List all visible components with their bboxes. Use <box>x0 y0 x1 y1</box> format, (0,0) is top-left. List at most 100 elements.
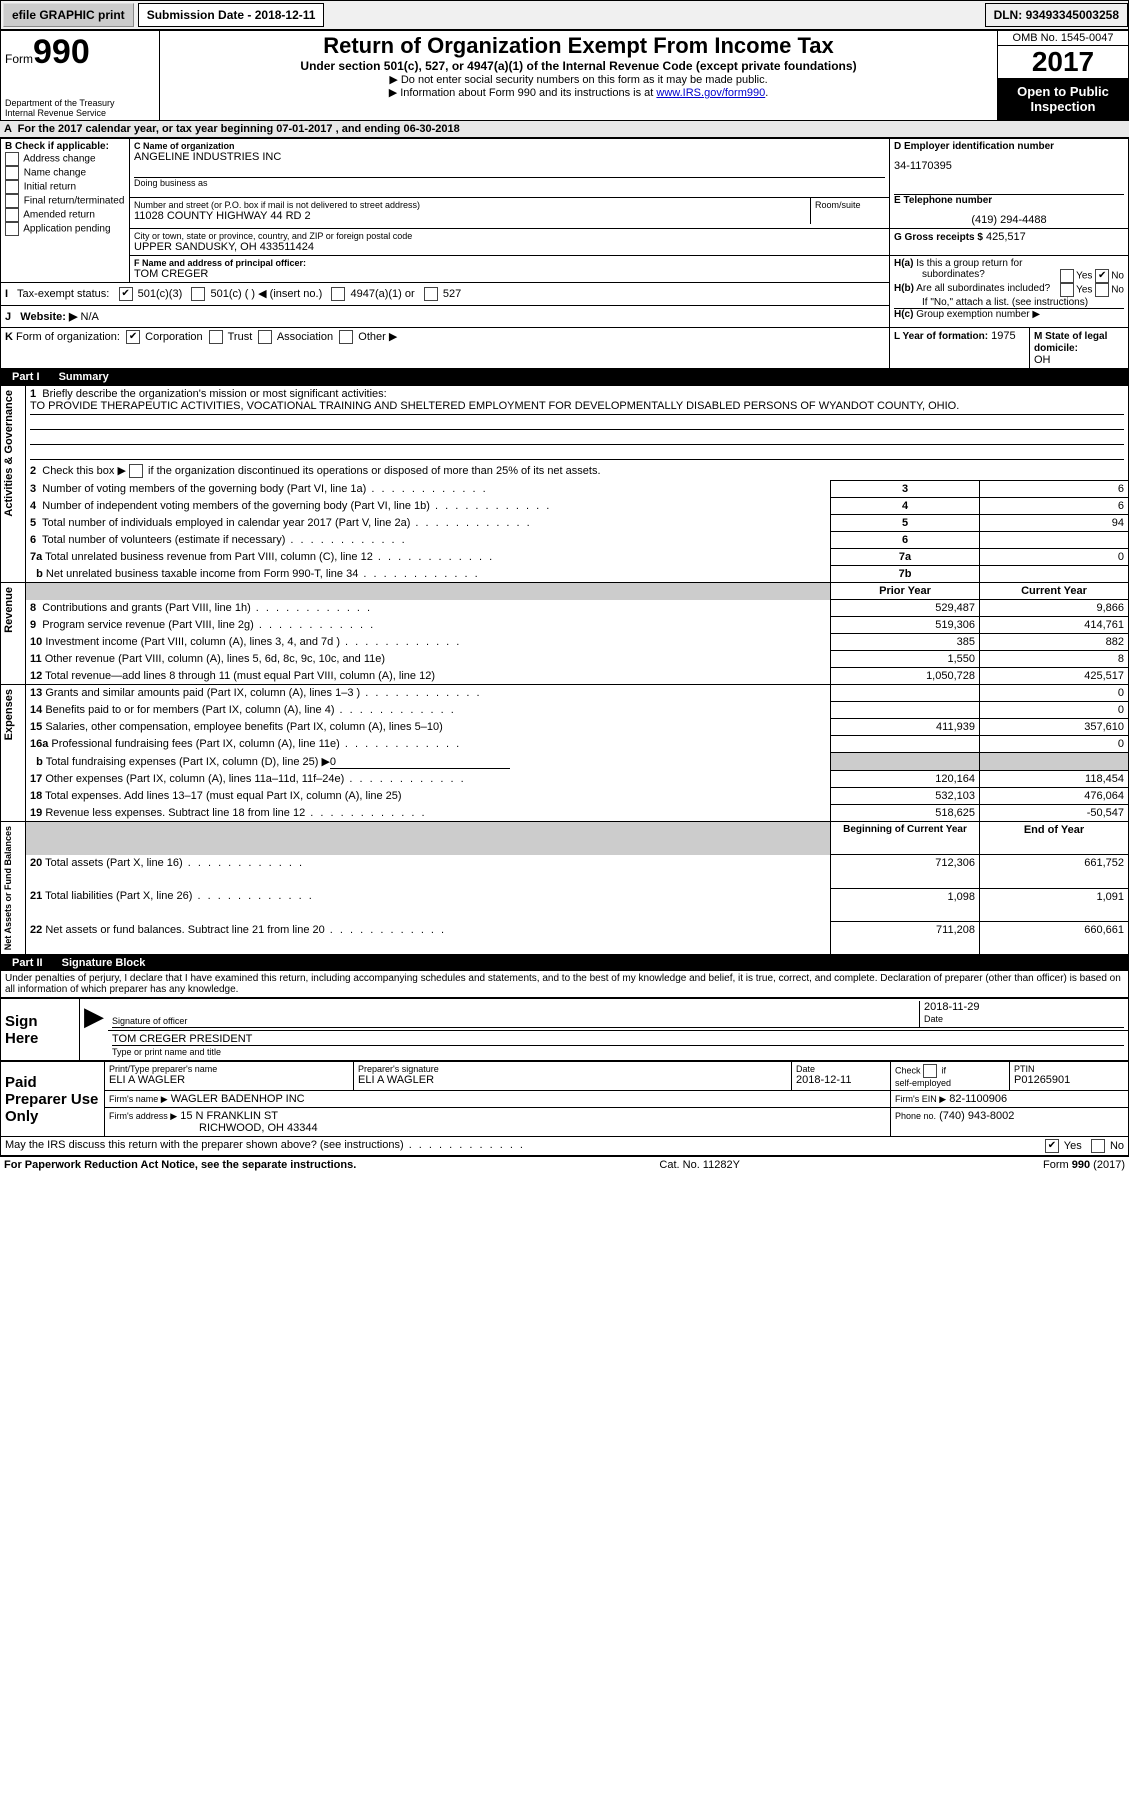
check-app-pending[interactable] <box>5 222 19 236</box>
line16a-curr: 0 <box>980 736 1129 753</box>
prep-date: 2018-12-11 <box>796 1074 886 1086</box>
gross-receipts-label: G Gross receipts $ <box>894 232 983 243</box>
street-value: 11028 COUNTY HIGHWAY 44 RD 2 <box>134 210 806 222</box>
check-initial-return[interactable] <box>5 180 19 194</box>
dln-value: 93493345003258 <box>1026 8 1119 22</box>
line21-curr: 1,091 <box>980 888 1129 921</box>
discuss-label: May the IRS discuss this return with the… <box>5 1139 525 1151</box>
check-corp[interactable]: ✔ <box>126 330 140 344</box>
app-pending-label: Application pending <box>23 224 110 235</box>
header-table: Form990 Department of the Treasury Inter… <box>0 30 1129 121</box>
gross-receipts-value: 425,517 <box>986 231 1026 243</box>
check-assoc[interactable] <box>258 330 272 344</box>
tax-year: 2017 <box>998 46 1128 78</box>
line15-label: Salaries, other compensation, employee b… <box>45 721 442 733</box>
line15-prior: 411,939 <box>831 719 980 736</box>
mission-text: TO PROVIDE THERAPEUTIC ACTIVITIES, VOCAT… <box>30 400 959 412</box>
no-label-hb: No <box>1111 285 1124 296</box>
submission-date: 2018-12-11 <box>255 8 316 22</box>
sign-here-label: Sign Here <box>1 999 80 1061</box>
h-b-yes-check[interactable] <box>1060 283 1074 297</box>
opt-527: 527 <box>443 288 461 300</box>
line12-prior: 1,050,728 <box>831 668 980 685</box>
firm-name: WAGLER BADENHOP INC <box>171 1093 305 1105</box>
check-4947[interactable] <box>331 287 345 301</box>
firm-phone-label: Phone no. <box>895 1111 936 1121</box>
section-b-label: B Check if applicable: <box>5 141 125 152</box>
check-527[interactable] <box>424 287 438 301</box>
line7b-num: 7b <box>831 566 980 583</box>
line11-prior: 1,550 <box>831 651 980 668</box>
firm-addr1: 15 N FRANKLIN ST <box>180 1110 278 1122</box>
year-formation-label: L Year of formation: <box>894 331 988 342</box>
yes-label-ha: Yes <box>1076 271 1092 282</box>
line7a-num: 7a <box>831 549 980 566</box>
sig-date-value: 2018-11-29 <box>924 1001 1124 1013</box>
sign-arrow-icon: ▶ <box>80 999 109 1061</box>
note-instructions: ▶ Information about Form 990 and its ins… <box>164 86 993 99</box>
state-domicile: OH <box>1034 354 1051 366</box>
section-a-row: A For the 2017 calendar year, or tax yea… <box>0 121 1129 138</box>
firm-ein-label: Firm's EIN ▶ <box>895 1094 946 1104</box>
check-name-change[interactable] <box>5 166 19 180</box>
irs-link[interactable]: www.IRS.gov/form990 <box>656 87 765 99</box>
open-to-public: Open to Public Inspection <box>998 78 1128 120</box>
line3-label: Number of voting members of the governin… <box>42 483 487 495</box>
line10-curr: 882 <box>980 634 1129 651</box>
check-trust[interactable] <box>209 330 223 344</box>
line6-num: 6 <box>831 532 980 549</box>
side-governance: Activities & Governance <box>1 386 17 521</box>
check-final-return[interactable] <box>5 194 19 208</box>
line4-val: 6 <box>980 498 1129 515</box>
part-ii-title: Signature Block <box>62 957 146 969</box>
line7a-label: Total unrelated business revenue from Pa… <box>45 551 494 563</box>
line18-label: Total expenses. Add lines 13–17 (must eq… <box>45 790 401 802</box>
check-address-change[interactable] <box>5 152 19 166</box>
line14-label: Benefits paid to or for members (Part IX… <box>45 704 456 716</box>
check-discontinued[interactable] <box>129 464 143 478</box>
check-501c[interactable] <box>191 287 205 301</box>
discuss-yes: Yes <box>1064 1140 1082 1152</box>
line7b-val <box>980 566 1129 583</box>
line14-prior <box>831 702 980 719</box>
city-value: UPPER SANDUSKY, OH 433511424 <box>134 241 885 253</box>
submission-date-box: Submission Date - 2018-12-11 <box>138 3 325 27</box>
penalties-text: Under penalties of perjury, I declare th… <box>0 971 1129 998</box>
line10-prior: 385 <box>831 634 980 651</box>
submission-label: Submission Date - <box>147 8 255 22</box>
room-suite-label: Room/suite <box>815 200 885 210</box>
irs-label: Internal Revenue Service <box>5 108 155 118</box>
type-name-label: Type or print name and title <box>112 1047 221 1057</box>
amended-label: Amended return <box>23 210 95 221</box>
h-a-no-check[interactable]: ✔ <box>1095 269 1109 283</box>
line16b-curr-shaded <box>980 753 1129 771</box>
line6-label: Total number of volunteers (estimate if … <box>42 534 407 546</box>
check-self-employed[interactable] <box>923 1064 937 1078</box>
line17-prior: 120,164 <box>831 771 980 788</box>
line13-label: Grants and similar amounts paid (Part IX… <box>45 687 481 699</box>
h-b-no-check[interactable] <box>1095 283 1109 297</box>
line22-prior: 711,208 <box>831 922 980 955</box>
line11-curr: 8 <box>980 651 1129 668</box>
discuss-yes-check[interactable]: ✔ <box>1045 1139 1059 1153</box>
line5-num: 5 <box>831 515 980 532</box>
line19-prior: 518,625 <box>831 805 980 822</box>
no-label-ha: No <box>1111 271 1124 282</box>
efile-print-button[interactable]: efile GRAPHIC print <box>3 3 134 27</box>
firm-phone: (740) 943-8002 <box>939 1110 1014 1122</box>
line17-label: Other expenses (Part IX, column (A), lin… <box>45 773 465 785</box>
part-i-header: Part I Summary <box>0 369 1129 385</box>
tax-year-begin: 07-01-2017 <box>276 123 332 135</box>
org-name-label: C Name of organization <box>134 141 885 151</box>
check-501c3[interactable]: ✔ <box>119 287 133 301</box>
h-a-yes-check[interactable] <box>1060 269 1074 283</box>
current-year-header: Current Year <box>980 583 1129 600</box>
discuss-no-check[interactable] <box>1091 1139 1105 1153</box>
phone-label-e: E Telephone number <box>894 195 1124 206</box>
check-amended[interactable] <box>5 208 19 222</box>
line17-curr: 118,454 <box>980 771 1129 788</box>
line22-curr: 660,661 <box>980 922 1129 955</box>
check-other[interactable] <box>339 330 353 344</box>
firm-ein: 82-1100906 <box>949 1093 1007 1105</box>
sig-date-label: Date <box>924 1014 943 1024</box>
